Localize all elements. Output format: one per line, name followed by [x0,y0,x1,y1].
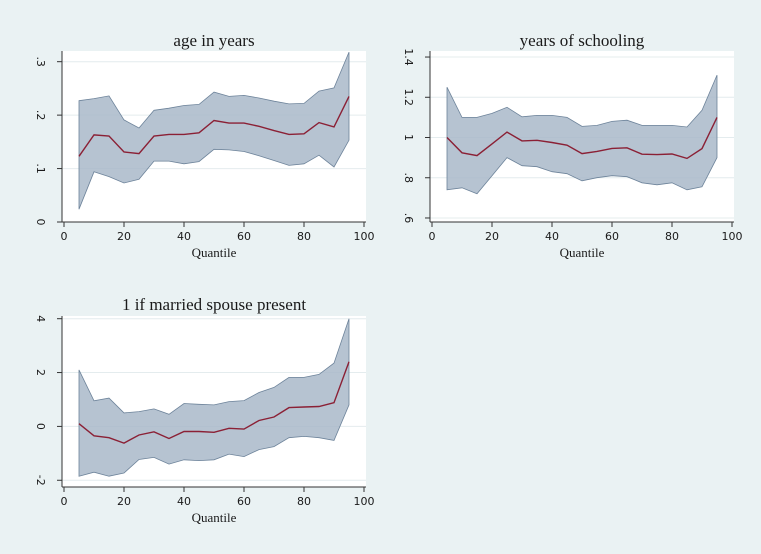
x-tick-label: 60 [605,230,619,243]
x-tick-label: 80 [665,230,679,243]
y-tick-label: 0 [34,423,47,430]
x-axis-label: Quantile [192,245,237,260]
x-tick-label: 100 [722,230,743,243]
estimate-line [446,117,718,160]
x-tick-label: 0 [61,230,68,243]
x-tick-label: 20 [485,230,499,243]
chart-panel-3: 0 20 40 60 80 100 -2 0 2 4 1 if married spouse pre… [34,295,375,525]
x-tick-label: 20 [117,230,131,243]
confidence-band [78,318,350,477]
y-tick-label: -2 [34,475,47,486]
confidence-band [446,74,718,195]
y-tick-label: 1.4 [402,48,415,66]
x-tick-label: 80 [297,230,311,243]
x-tick-label: 40 [177,230,191,243]
estimate-line [78,361,350,444]
x-tick-label: 40 [545,230,559,243]
x-tick-label: 100 [354,495,375,508]
y-tick-label: .2 [34,110,47,121]
confidence-band [78,51,350,210]
y-tick-label: .1 [34,163,47,174]
chart-title: age in years [173,31,254,50]
x-tick-label: 0 [429,230,436,243]
chart-panel-1: 0 20 40 60 80 100 0 .1 .2 .3 age in years Quantile [34,31,375,260]
x-tick-label: 0 [61,495,68,508]
x-tick-label: 60 [237,495,251,508]
y-tick-label: 1.2 [402,89,415,107]
x-axis-label: Quantile [560,245,605,260]
x-tick-label: 60 [237,230,251,243]
y-tick-label: .6 [402,213,415,224]
x-axis-label: Quantile [192,510,237,525]
y-tick-label: .8 [402,172,415,183]
x-tick-label: 20 [117,495,131,508]
y-tick-label: .3 [34,56,47,67]
chart-title: years of schooling [520,31,645,50]
y-tick-label: 4 [34,315,47,322]
y-tick-label: 2 [34,369,47,376]
x-tick-label: 40 [177,495,191,508]
x-tick-label: 80 [297,495,311,508]
y-tick-label: 1 [402,134,415,141]
chart-panel-2: 0 20 40 60 80 100 .6 .8 1 1.2 1.4 years of schoolin… [402,31,743,260]
estimate-line [78,96,350,157]
y-tick-label: 0 [34,219,47,226]
x-tick-label: 100 [354,230,375,243]
chart-title: 1 if married spouse present [122,295,306,314]
